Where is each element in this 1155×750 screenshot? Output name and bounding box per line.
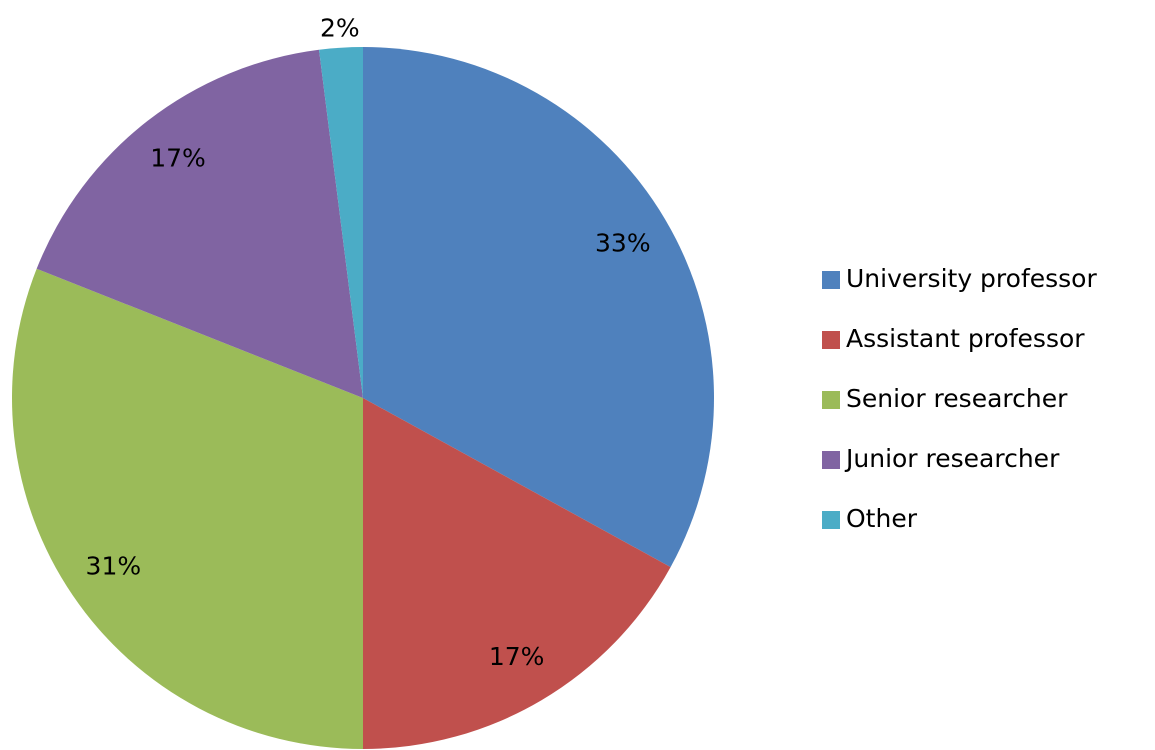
legend-label: Other <box>846 504 918 533</box>
legend-swatch <box>822 451 840 469</box>
legend-label: Junior researcher <box>844 444 1060 473</box>
legend: University professor Assistant professor S… <box>822 264 1097 533</box>
legend-label: University professor <box>846 264 1097 293</box>
data-label: 17% <box>150 143 206 172</box>
pie-slice <box>363 398 671 749</box>
data-label: 2% <box>320 14 360 43</box>
legend-label: Senior researcher <box>846 384 1068 413</box>
data-label: 31% <box>86 552 142 581</box>
pie-slice <box>363 47 714 568</box>
legend-swatch <box>822 331 840 349</box>
data-label: 17% <box>489 642 545 671</box>
legend-swatch <box>822 511 840 529</box>
pie <box>12 47 714 749</box>
legend-swatch <box>822 271 840 289</box>
pie-slice <box>36 49 364 399</box>
pie-slice <box>12 268 363 749</box>
data-labels: 33% 17% 31% 17% 2% <box>86 14 651 671</box>
data-label: 33% <box>595 228 651 257</box>
pie-slice <box>319 47 363 398</box>
legend-swatch <box>822 391 840 409</box>
legend-label: Assistant professor <box>846 324 1085 353</box>
